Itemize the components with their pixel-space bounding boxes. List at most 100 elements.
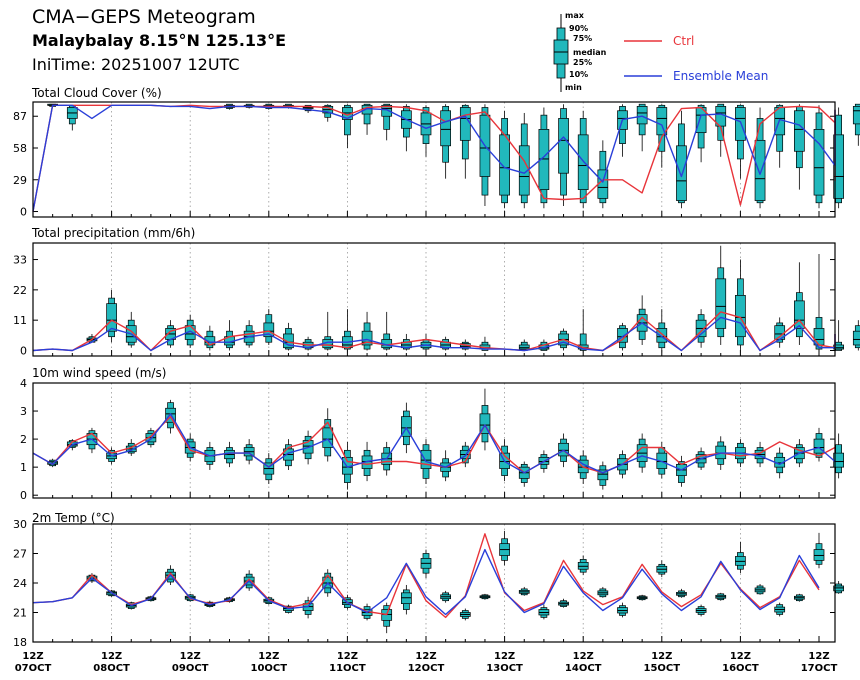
box-25-75 bbox=[656, 107, 668, 136]
box-16 bbox=[342, 309, 353, 351]
x-tick-label-date: 10OCT bbox=[251, 663, 288, 674]
box-22 bbox=[459, 608, 471, 621]
box-23 bbox=[479, 388, 491, 451]
box-29 bbox=[597, 586, 609, 598]
box-25 bbox=[518, 461, 530, 487]
box-39 bbox=[793, 104, 805, 190]
legend-label-90pct: 90% bbox=[569, 24, 588, 33]
x-tick-label-date: 16OCT bbox=[722, 663, 759, 674]
box-39 bbox=[793, 262, 805, 345]
meteogram-title: CMA−GEPS Meteogram bbox=[32, 6, 256, 28]
legend-mean-label: Ensemble Mean bbox=[673, 69, 768, 83]
box-27 bbox=[558, 598, 569, 608]
y-tick-label: 0 bbox=[20, 344, 27, 357]
box-21 bbox=[440, 336, 451, 351]
ensemble-mean-line bbox=[32, 548, 820, 616]
box-4 bbox=[106, 289, 117, 343]
ensemble-mean-line bbox=[32, 104, 836, 212]
box-10-90 bbox=[383, 103, 391, 130]
x-tick-label-time: 12Z bbox=[808, 651, 829, 662]
box-21 bbox=[440, 590, 451, 603]
box-32 bbox=[656, 309, 668, 351]
x-tick-label-time: 12Z bbox=[494, 651, 515, 662]
box-7 bbox=[165, 320, 176, 348]
x-tick-label-date: 13OCT bbox=[486, 663, 523, 674]
box-25-75 bbox=[322, 427, 334, 448]
x-tick-label-time: 12Z bbox=[415, 651, 436, 662]
box-13 bbox=[283, 439, 294, 470]
x-tick-label-date: 17OCT bbox=[801, 663, 838, 674]
box-42 bbox=[852, 320, 860, 351]
ensemble-mean-line bbox=[32, 316, 836, 352]
box-40 bbox=[813, 254, 825, 351]
box-41 bbox=[833, 433, 845, 479]
x-tick-label-time: 12Z bbox=[573, 651, 594, 662]
y-tick-label: 11 bbox=[13, 314, 27, 327]
box-40 bbox=[813, 532, 825, 569]
box-25-75 bbox=[833, 134, 845, 199]
location-label: Malaybalay 8.15°N 125.13°E bbox=[32, 31, 287, 50]
box-31 bbox=[636, 103, 648, 152]
x-tick-label-date: 11OCT bbox=[329, 663, 366, 674]
box-25-75 bbox=[715, 278, 727, 329]
box-25-75 bbox=[263, 322, 275, 338]
box-10-90 bbox=[579, 333, 587, 351]
legend-label-max: max bbox=[565, 11, 585, 20]
ctrl-line bbox=[32, 416, 836, 474]
box-25 bbox=[518, 586, 530, 596]
box-34 bbox=[695, 604, 707, 617]
box-15 bbox=[322, 408, 334, 462]
legend-label-25pct: 25% bbox=[573, 58, 592, 67]
box-25-75 bbox=[852, 330, 860, 346]
box-37 bbox=[754, 441, 766, 468]
box-16 bbox=[342, 104, 353, 148]
y-tick-label: 0 bbox=[20, 489, 27, 502]
y-tick-label: 21 bbox=[13, 607, 27, 620]
box-25-75 bbox=[754, 139, 766, 201]
box-30 bbox=[617, 602, 628, 618]
y-tick-label: 2 bbox=[20, 433, 27, 446]
box-25-75 bbox=[793, 110, 805, 152]
panel-title: Total precipitation (mm/6h) bbox=[31, 226, 195, 240]
box-10-90 bbox=[344, 104, 351, 136]
panel-3: 10m wind speed (m/s) 0 1 2 3 4 bbox=[20, 366, 845, 502]
y-tick-label: 0 bbox=[20, 206, 27, 219]
panel-title: 10m wind speed (m/s) bbox=[32, 366, 166, 380]
box-28 bbox=[577, 555, 589, 576]
x-tick-label-date: 09OCT bbox=[172, 663, 209, 674]
box-34 bbox=[695, 104, 707, 163]
panel-title: Total Cloud Cover (%) bbox=[31, 86, 162, 100]
box-38 bbox=[774, 602, 786, 617]
x-tick-label-date: 15OCT bbox=[644, 663, 681, 674]
panel-frame bbox=[32, 382, 836, 499]
box-10 bbox=[224, 320, 235, 351]
box-10 bbox=[224, 441, 235, 468]
box-24 bbox=[499, 530, 510, 566]
box-25-75 bbox=[381, 104, 393, 117]
legend-label-10pct: 10% bbox=[569, 70, 588, 79]
ctrl-line bbox=[32, 104, 836, 212]
box-21 bbox=[440, 104, 451, 179]
y-tick-label: 1 bbox=[20, 461, 27, 474]
box-25-75 bbox=[793, 300, 805, 329]
box-36 bbox=[735, 104, 746, 179]
x-tick-label-time: 12Z bbox=[651, 651, 672, 662]
x-tick-label-time: 12Z bbox=[180, 651, 201, 662]
box-29 bbox=[597, 140, 609, 209]
box-20 bbox=[420, 105, 432, 157]
box-24 bbox=[499, 110, 510, 209]
y-tick-label: 87 bbox=[13, 110, 27, 123]
init-time-label: IniTime: 20251007 12UTC bbox=[32, 55, 240, 74]
box-25-75 bbox=[440, 110, 451, 147]
box-25-75 bbox=[735, 107, 746, 141]
box-25-75 bbox=[852, 106, 860, 125]
box-40 bbox=[813, 105, 825, 209]
y-tick-label: 29 bbox=[13, 174, 27, 187]
box-35 bbox=[715, 103, 727, 157]
panel-2: Total precipitation (mm/6h) 0 11 22 33 bbox=[13, 226, 860, 357]
box-20 bbox=[420, 333, 432, 351]
box-31 bbox=[636, 433, 648, 473]
legend-label-75pct: 75% bbox=[573, 34, 592, 43]
